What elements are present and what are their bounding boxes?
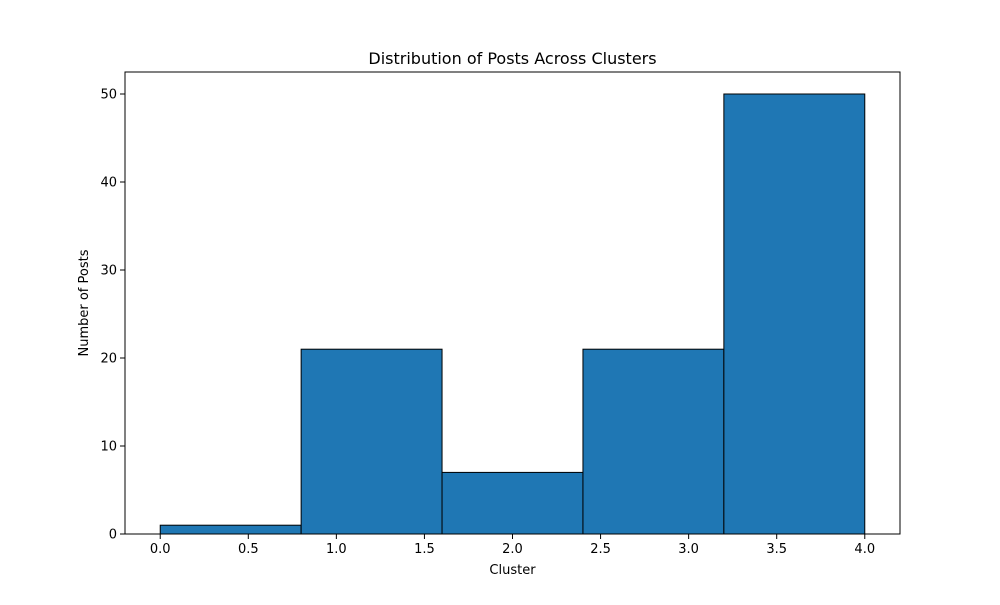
x-tick-label: 3.5 <box>766 542 787 557</box>
x-tick-label: 1.5 <box>414 542 435 557</box>
x-tick-label: 0.5 <box>238 542 259 557</box>
chart-title: Distribution of Posts Across Clusters <box>368 49 656 68</box>
x-tick-label: 4.0 <box>854 542 875 557</box>
histogram-bar-4 <box>723 93 866 535</box>
y-tick-label: 20 <box>100 352 117 367</box>
y-tick-label: 10 <box>100 440 117 455</box>
x-tick-label: 2.0 <box>502 542 523 557</box>
x-tick-label: 2.5 <box>590 542 611 557</box>
histogram-bar-1 <box>300 348 443 535</box>
x-axis-label: Cluster <box>489 563 536 578</box>
histogram-bar-2 <box>441 471 584 535</box>
y-tick-label: 50 <box>100 88 117 103</box>
histogram-bar-0 <box>159 524 302 535</box>
histogram-bar-3 <box>582 348 725 535</box>
y-tick-label: 0 <box>109 528 117 543</box>
y-axis-label: Number of Posts <box>77 249 92 356</box>
x-tick-label: 0.0 <box>150 542 171 557</box>
y-tick-label: 40 <box>100 176 117 191</box>
x-tick-label: 3.0 <box>678 542 699 557</box>
x-tick-label: 1.0 <box>326 542 347 557</box>
y-tick-label: 30 <box>100 264 117 279</box>
